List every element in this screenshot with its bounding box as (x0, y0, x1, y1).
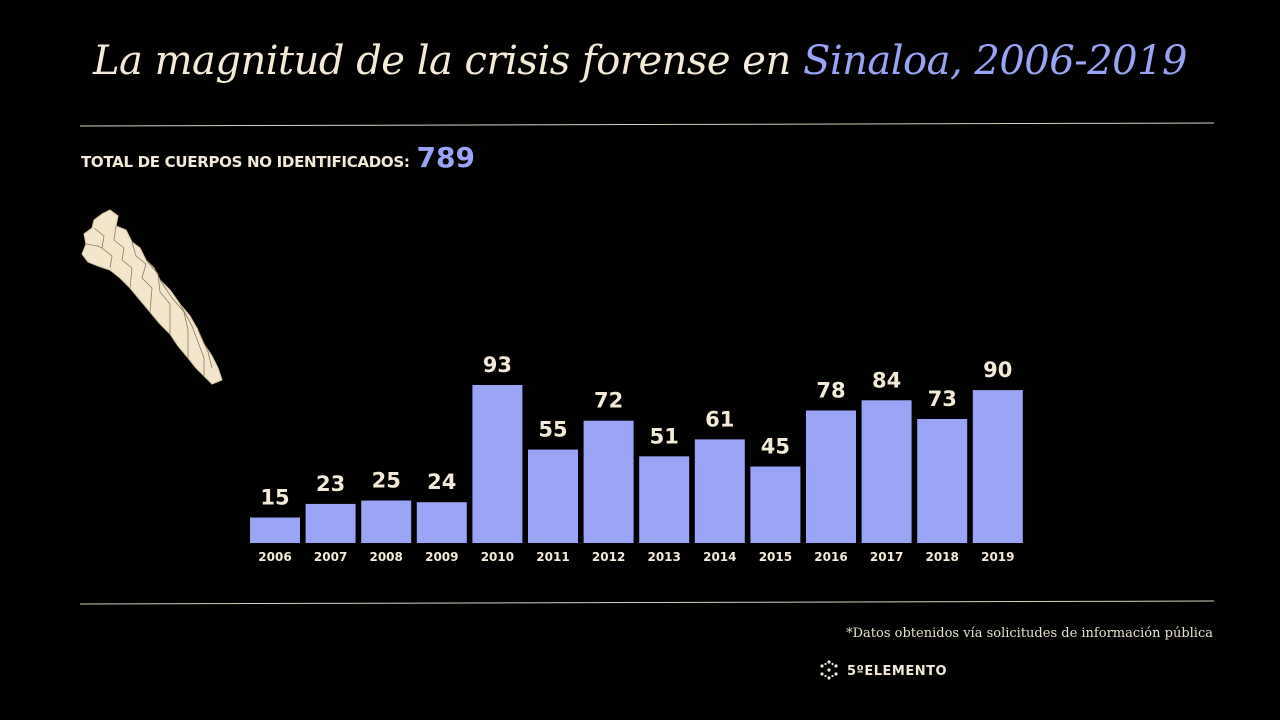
data-label-2018: 73 (928, 387, 957, 411)
bar-2008 (361, 500, 412, 543)
data-label-2013: 51 (650, 424, 679, 448)
bar-2016 (806, 410, 856, 543)
bar-2019 (972, 390, 1023, 543)
brand: 5ºELEMENTO (817, 659, 947, 683)
brand-name: 5ºELEMENTO (847, 663, 948, 679)
sinaloa-map-icon (81, 209, 223, 385)
data-label-2017: 84 (872, 368, 901, 392)
top-divider (80, 122, 1214, 127)
title-accent: Sinaloa, 2006-2019 (802, 38, 1188, 84)
data-label-2015: 45 (761, 435, 790, 459)
x-tick-2008: 2008 (369, 550, 402, 564)
x-tick-2017: 2017 (870, 550, 903, 564)
data-label-2016: 78 (816, 378, 845, 402)
bar-2006 (250, 517, 300, 543)
x-tick-2016: 2016 (814, 550, 847, 564)
bar-2015 (750, 466, 801, 543)
total-label: TOTAL DE CUERPOS NO IDENTIFICADOS: (81, 153, 410, 171)
chart-title: La magnitud de la crisis forense en Sina… (0, 38, 1280, 84)
x-tick-2015: 2015 (759, 550, 792, 564)
data-label-2007: 23 (316, 472, 345, 496)
x-tick-2014: 2014 (703, 550, 736, 564)
bar-2007 (305, 503, 356, 543)
total-value: 789 (416, 141, 475, 174)
footnote: *Datos obtenidos vía solicitudes de info… (846, 626, 1213, 641)
bar-2011 (528, 449, 578, 543)
bar-2013 (639, 456, 690, 543)
title-main: La magnitud de la crisis forense en (92, 38, 791, 84)
x-tick-2006: 2006 (258, 550, 291, 564)
data-label-2008: 25 (372, 469, 401, 493)
x-tick-2018: 2018 (925, 550, 958, 564)
data-label-2009: 24 (427, 470, 456, 494)
total-summary: TOTAL DE CUERPOS NO IDENTIFICADOS: 789 (81, 141, 475, 174)
bar-2009 (416, 502, 467, 543)
x-tick-2019: 2019 (981, 550, 1014, 564)
data-label-2014: 61 (705, 407, 734, 431)
bar-2014 (694, 439, 745, 543)
bar-2012 (583, 420, 634, 543)
data-label-2019: 90 (983, 358, 1012, 382)
x-tick-2013: 2013 (647, 550, 680, 564)
x-tick-2009: 2009 (425, 550, 458, 564)
data-label-2006: 15 (260, 486, 289, 510)
x-tick-2012: 2012 (592, 550, 625, 564)
data-label-2012: 72 (594, 389, 623, 413)
hexagon-logo-icon (820, 660, 838, 680)
x-tick-2007: 2007 (314, 550, 347, 564)
x-tick-2011: 2011 (536, 550, 569, 564)
x-tick-2010: 2010 (481, 550, 514, 564)
bottom-divider (80, 600, 1214, 605)
bar-2010 (472, 385, 523, 543)
bar-2017 (861, 400, 912, 543)
bar-2018 (917, 418, 968, 543)
data-label-2011: 55 (538, 418, 567, 442)
data-label-2010: 93 (483, 353, 512, 377)
